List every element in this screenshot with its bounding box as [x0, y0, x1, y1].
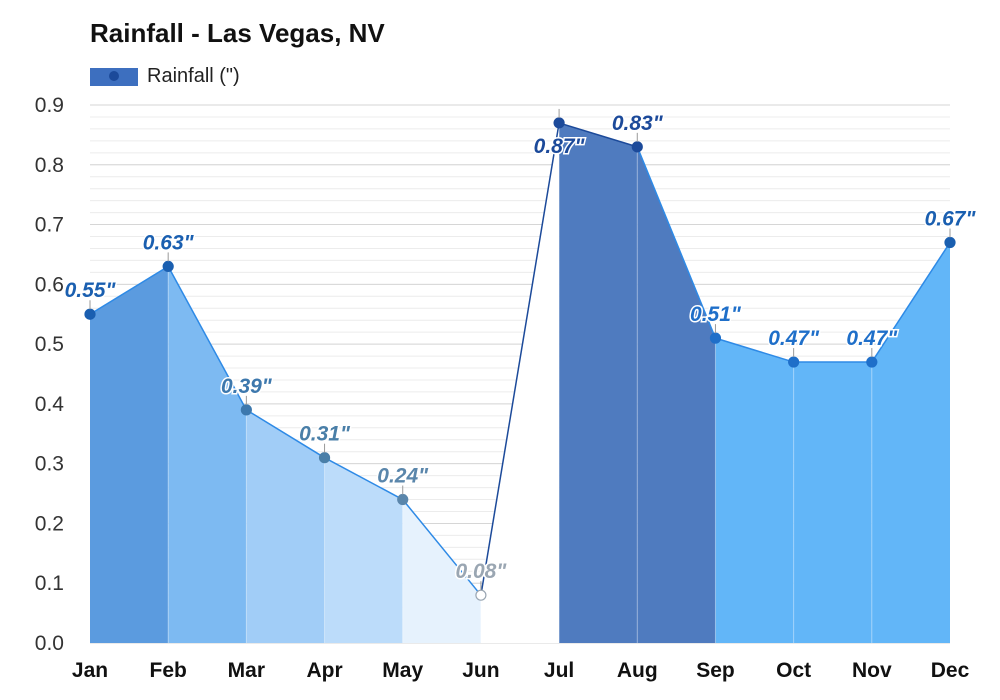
series-line-segment [324, 457, 404, 501]
area-segment-sep [715, 338, 794, 643]
data-label-mar: 0.39" [221, 375, 273, 398]
y-tick-label: 0.0 [35, 632, 64, 655]
data-labels: 0.55" 0.63" 0.39" 0.31" 0.24" 0.08" 0.87" 0.83"… [63, 110, 978, 584]
data-point-jun [475, 589, 487, 601]
x-tick-label-mar: Mar [228, 659, 265, 682]
x-tick-label-jan: Jan [72, 659, 108, 682]
data-point-feb [162, 260, 174, 272]
series-line-segment [558, 122, 638, 148]
data-label-apr: 0.31" [299, 423, 351, 446]
data-point-aug [631, 141, 643, 153]
area-segment-oct [793, 362, 872, 643]
data-label-dec: 0.67" [925, 207, 977, 230]
legend-marker [109, 71, 119, 81]
data-label-oct: 0.47" [768, 327, 820, 350]
series-line-segment [871, 242, 951, 363]
series-line-segment [636, 146, 717, 339]
data-point-oct [788, 356, 800, 368]
area-segment-jun [480, 122, 560, 643]
y-tick-label: 0.4 [35, 393, 65, 416]
y-tick-label: 0.7 [35, 214, 64, 237]
data-point-apr [318, 452, 331, 464]
series-line-segment [715, 337, 794, 363]
y-tick-label: 0.6 [35, 273, 64, 296]
x-tick-label-dec: Dec [931, 659, 970, 682]
x-tick-label-sep: Sep [696, 659, 735, 682]
x-axis-ticks: Jan Feb Mar Apr May Jun Jul Aug Sep Oct Nov Dec [72, 659, 970, 682]
data-label-jun: 0.08" [455, 560, 507, 583]
area-segment-may [402, 499, 481, 643]
area-segment-jul [559, 122, 638, 643]
area-segment-aug [637, 146, 716, 643]
data-point-may [397, 493, 409, 506]
data-label-sep: 0.51" [690, 303, 742, 326]
x-tick-label-jul: Jul [544, 659, 574, 682]
data-label-feb: 0.63" [143, 231, 195, 254]
series-line-segment [89, 265, 169, 315]
data-label-jul: 0.87" [534, 135, 586, 158]
series-line-segment [245, 409, 325, 459]
x-tick-label-aug: Aug [617, 659, 658, 682]
legend-label: Rainfall (") [147, 65, 240, 87]
series-line-segment [480, 122, 560, 596]
x-tick-label-may: May [382, 659, 423, 682]
area-segment-nov [871, 242, 950, 643]
chart-title: Rainfall - Las Vegas, NV [90, 18, 385, 48]
y-tick-label: 0.2 [35, 512, 64, 535]
series-line-segment [402, 499, 482, 596]
area-segment-apr [324, 457, 403, 643]
series-line-segment [167, 266, 248, 411]
legend: Rainfall (") [90, 65, 240, 87]
y-tick-label: 0.9 [35, 94, 64, 117]
data-point-mar [240, 404, 252, 416]
data-point-sep [709, 332, 722, 344]
area-segment-jan [90, 266, 169, 643]
y-tick-label: 0.8 [35, 154, 64, 177]
y-axis-ticks: 0.0 0.1 0.2 0.3 0.4 0.5 0.6 0.7 0.8 0.9 [35, 94, 65, 655]
data-point-nov [866, 356, 878, 368]
y-tick-label: 0.1 [35, 572, 64, 595]
area-segment-feb [168, 266, 247, 643]
data-label-aug: 0.83" [612, 112, 664, 135]
data-label-nov: 0.47" [846, 327, 898, 350]
data-point-jan [84, 308, 96, 320]
data-label-jan: 0.55" [65, 279, 117, 302]
data-point-dec [944, 236, 956, 249]
data-points [84, 108, 956, 601]
area-segment-mar [246, 409, 325, 643]
y-tick-label: 0.3 [35, 453, 64, 476]
x-tick-label-jun: Jun [462, 659, 499, 682]
data-label-may: 0.24" [377, 465, 429, 488]
x-tick-label-nov: Nov [852, 659, 892, 682]
area-segments [90, 122, 950, 643]
x-tick-label-apr: Apr [306, 659, 342, 682]
x-tick-label-oct: Oct [776, 659, 811, 682]
y-tick-label: 0.5 [35, 333, 64, 356]
data-point-jul [553, 117, 565, 129]
series-line [89, 122, 951, 596]
x-tick-label-feb: Feb [150, 659, 187, 682]
